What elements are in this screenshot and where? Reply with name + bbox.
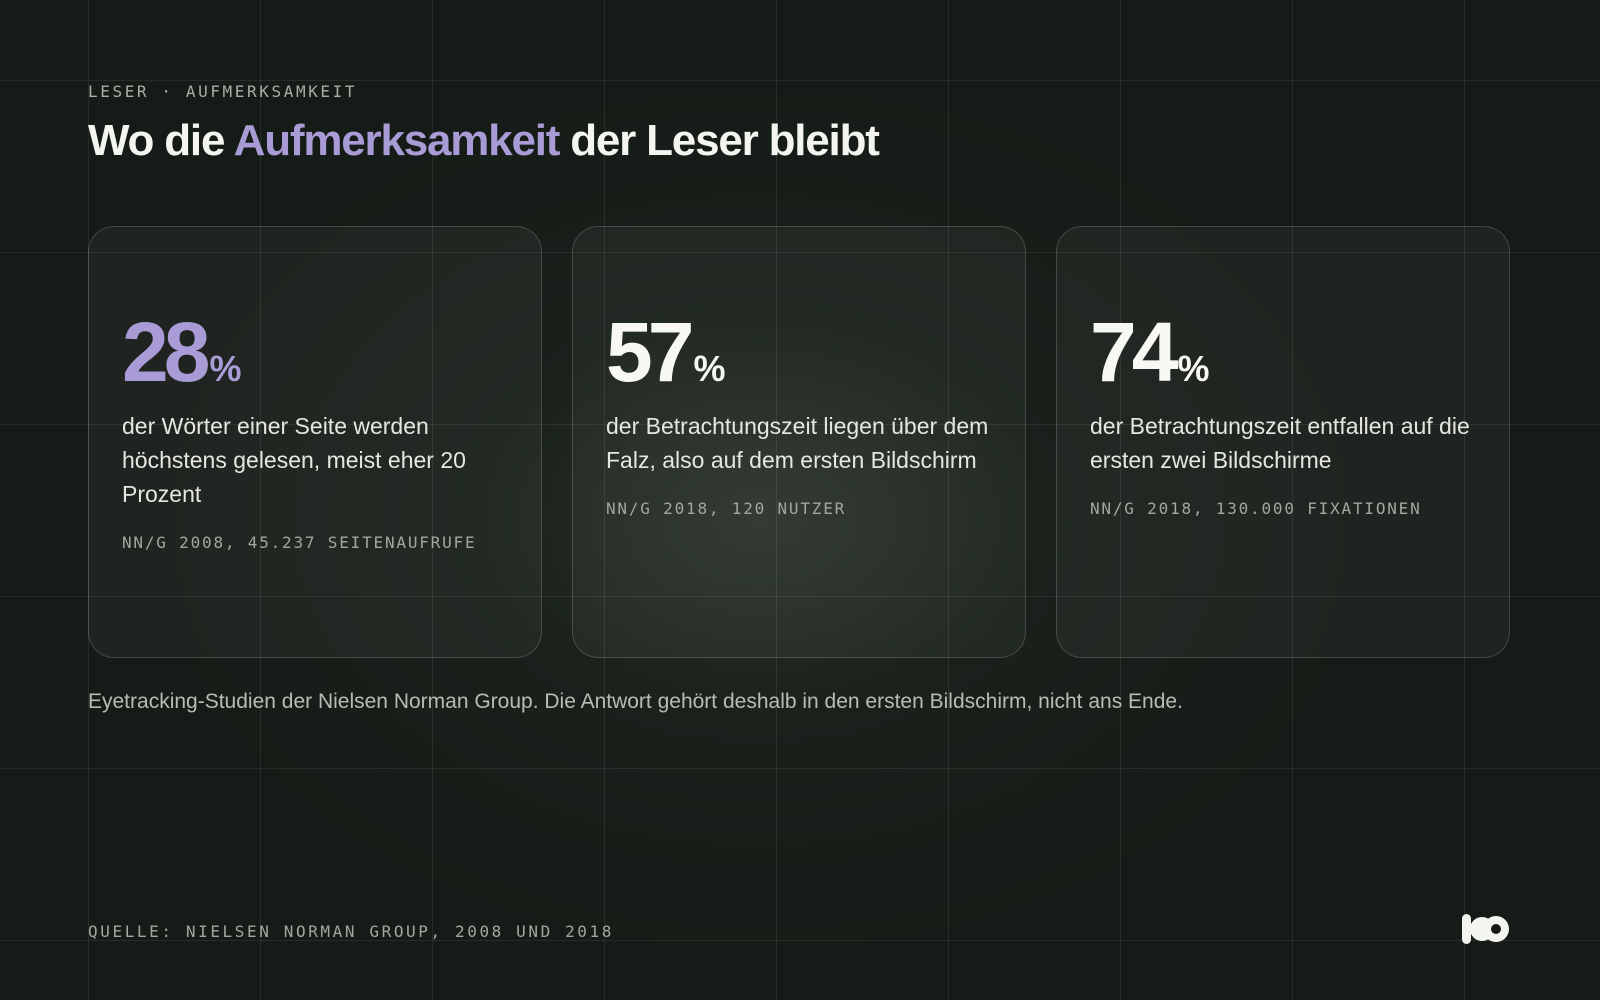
stat-number: 57	[606, 305, 694, 399]
stat-value: 74%	[1090, 309, 1477, 395]
stat-reference: NN/G 2008, 45.237 SEITENAUFRUFE	[122, 533, 477, 552]
stat-reference: NN/G 2018, 120 NUTZER	[606, 499, 847, 518]
brand-logo-icon	[1462, 914, 1509, 944]
title-accent: Aufmerksamkeit	[233, 116, 561, 165]
title-after: der Leser bleibt	[570, 116, 880, 165]
stat-unit: %	[1177, 348, 1210, 389]
stat-card-words-read: 28% der Wörter einer Seite werden höchst…	[88, 226, 542, 658]
stat-number: 28	[122, 305, 210, 399]
stat-description: der Wörter einer Seite werden höchstens …	[122, 413, 466, 507]
summary-text: Eyetracking-Studien der Nielsen Norman G…	[88, 690, 1183, 713]
stat-reference: NN/G 2018, 130.000 FIXATIONEN	[1090, 499, 1422, 518]
stat-description: der Betrachtungszeit entfallen auf die e…	[1090, 413, 1470, 473]
eyebrow-label: LESER · AUFMERKSAMKEIT	[88, 82, 358, 101]
stat-value: 57%	[606, 309, 993, 395]
page-title: Wo die Aufmerksamkeit der Leser bleibt	[88, 116, 880, 166]
stat-unit: %	[209, 348, 242, 389]
source-note: QUELLE: NIELSEN NORMAN GROUP, 2008 UND 2…	[88, 922, 615, 941]
stat-number: 74	[1090, 305, 1178, 399]
title-before: Wo die	[88, 116, 225, 165]
stat-cards: 28% der Wörter einer Seite werden höchst…	[88, 226, 1512, 660]
stat-unit: %	[693, 348, 726, 389]
stat-description: der Betrachtungszeit liegen über dem Fal…	[606, 413, 989, 473]
stat-card-first-two-screens: 74% der Betrachtungszeit entfallen auf d…	[1056, 226, 1510, 658]
stat-card-above-fold: 57% der Betrachtungszeit liegen über dem…	[572, 226, 1026, 658]
stat-value: 28%	[122, 309, 509, 395]
